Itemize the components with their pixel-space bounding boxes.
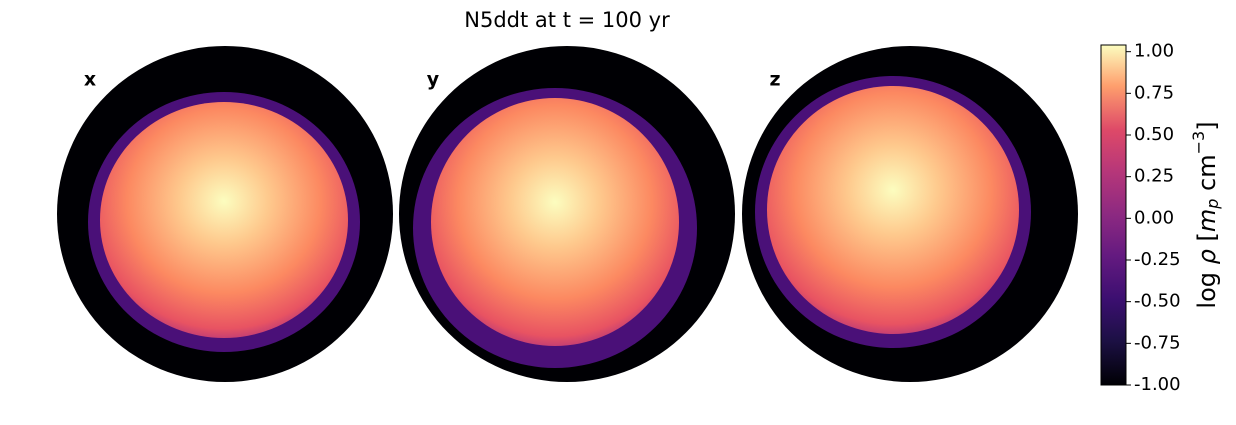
colorbar xyxy=(1100,44,1127,386)
tick-label: 0.25 xyxy=(1134,166,1174,187)
tick-label: 1.00 xyxy=(1134,41,1174,62)
ejecta xyxy=(767,86,1019,334)
colorbar-label: log ρ [mp cm−3] xyxy=(1189,121,1222,308)
panel-label: z xyxy=(769,69,780,91)
tick-label: 0.00 xyxy=(1134,207,1174,228)
ejecta xyxy=(431,98,679,346)
panel xyxy=(742,46,1078,382)
tick-label: 0.50 xyxy=(1134,124,1174,145)
tick-label: 0.75 xyxy=(1134,82,1174,103)
ejecta xyxy=(100,102,348,338)
tick-label: -0.75 xyxy=(1134,332,1181,353)
panel-label: x xyxy=(84,69,96,91)
tick-label: -0.50 xyxy=(1134,291,1181,312)
panel xyxy=(57,46,393,382)
tick-label: -1.00 xyxy=(1134,374,1181,395)
title: N5ddt at t = 100 yr xyxy=(464,8,670,32)
panel-label: y xyxy=(427,69,440,91)
tick-label: -0.25 xyxy=(1134,249,1181,270)
panel xyxy=(399,46,735,382)
